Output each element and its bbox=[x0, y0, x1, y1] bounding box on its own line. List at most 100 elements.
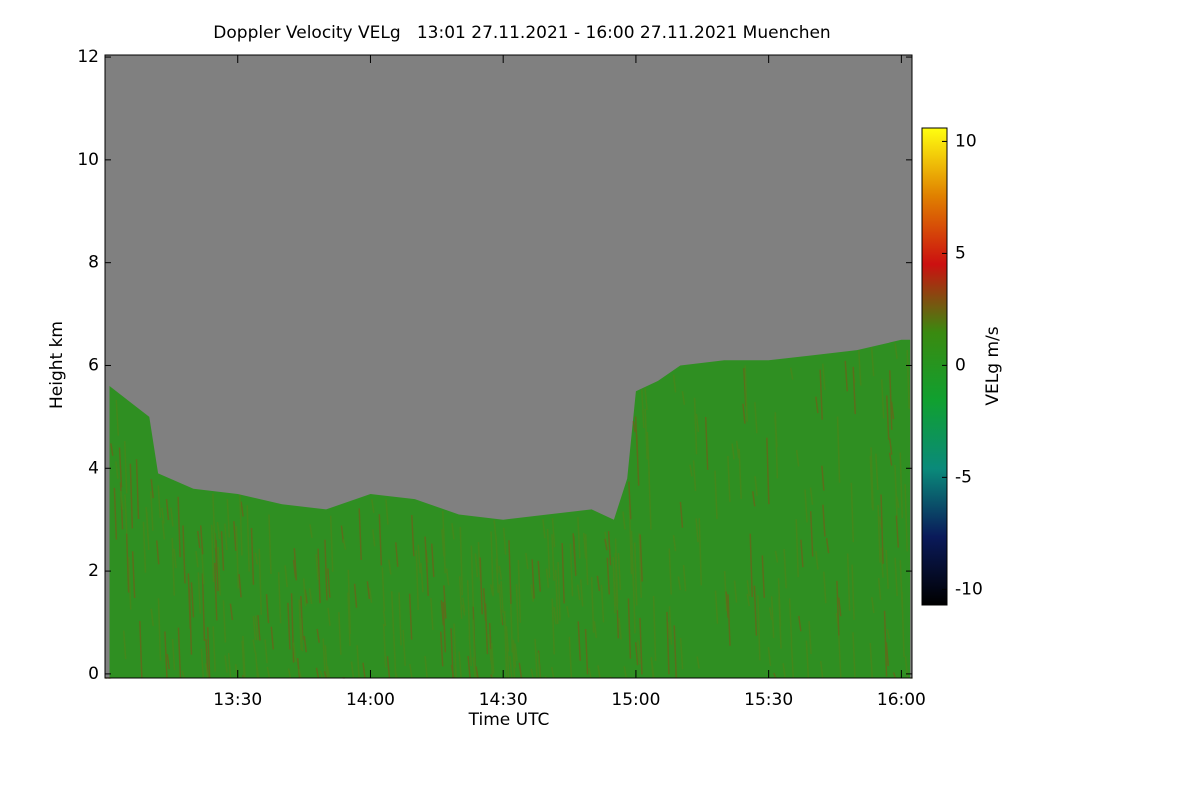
streak bbox=[210, 524, 215, 583]
streak bbox=[482, 588, 487, 621]
streak bbox=[371, 499, 375, 513]
streak bbox=[322, 638, 326, 679]
streak bbox=[596, 575, 601, 592]
echo-area bbox=[109, 339, 911, 678]
streak bbox=[576, 584, 581, 601]
streak bbox=[408, 593, 413, 640]
streak bbox=[212, 626, 216, 672]
streak bbox=[880, 494, 884, 564]
streak bbox=[904, 484, 908, 552]
streak bbox=[746, 593, 751, 607]
streak bbox=[753, 585, 758, 636]
streak bbox=[517, 559, 522, 623]
streak bbox=[607, 531, 612, 566]
colorbar-tick-label: 5 bbox=[955, 243, 966, 263]
streak bbox=[461, 597, 466, 613]
streak bbox=[566, 606, 570, 618]
streak bbox=[682, 565, 687, 592]
streak bbox=[725, 591, 729, 618]
streak bbox=[604, 531, 608, 548]
streak bbox=[453, 623, 457, 679]
streak bbox=[317, 548, 321, 604]
streak bbox=[240, 501, 244, 517]
streak bbox=[235, 526, 240, 589]
x-tick-label: 15:00 bbox=[611, 690, 660, 710]
x-tick-label: 14:00 bbox=[346, 690, 395, 710]
streak bbox=[265, 594, 270, 624]
streak bbox=[190, 582, 195, 618]
streak bbox=[388, 559, 392, 575]
streak bbox=[488, 622, 493, 665]
streak bbox=[197, 572, 202, 614]
streak bbox=[171, 538, 175, 596]
streak bbox=[588, 667, 592, 679]
streak bbox=[858, 350, 862, 386]
streak bbox=[590, 577, 595, 633]
streak bbox=[398, 592, 402, 646]
streak bbox=[238, 573, 242, 598]
streak bbox=[641, 389, 645, 429]
streak bbox=[187, 573, 192, 629]
streak bbox=[890, 401, 895, 420]
streak bbox=[885, 642, 890, 667]
streak bbox=[639, 617, 643, 675]
streak bbox=[846, 553, 851, 611]
streak bbox=[615, 577, 620, 639]
streak bbox=[892, 672, 897, 679]
streak bbox=[220, 531, 225, 571]
streak bbox=[612, 556, 616, 614]
streak bbox=[402, 629, 406, 666]
streak bbox=[698, 518, 703, 586]
streak bbox=[790, 642, 795, 679]
streak bbox=[534, 638, 538, 679]
plot-frame bbox=[104, 54, 913, 679]
streak bbox=[234, 664, 239, 679]
streak bbox=[837, 597, 842, 617]
streak bbox=[637, 640, 641, 665]
streak bbox=[885, 395, 890, 440]
streak bbox=[805, 640, 810, 679]
streak bbox=[254, 651, 259, 679]
streak bbox=[819, 369, 823, 420]
streak bbox=[199, 525, 204, 555]
streak bbox=[420, 562, 424, 593]
streak bbox=[844, 360, 849, 392]
streak bbox=[628, 481, 632, 520]
streak bbox=[458, 651, 462, 679]
streak bbox=[127, 557, 132, 610]
streak bbox=[131, 551, 136, 599]
streak bbox=[122, 630, 127, 660]
streak bbox=[870, 447, 874, 511]
streak bbox=[852, 371, 856, 384]
streak bbox=[308, 588, 313, 604]
streak bbox=[270, 626, 275, 650]
streak bbox=[326, 666, 331, 679]
streak bbox=[135, 459, 140, 520]
streak bbox=[635, 435, 640, 486]
streak bbox=[505, 625, 510, 652]
streak bbox=[224, 655, 228, 673]
streak bbox=[358, 508, 362, 560]
streak bbox=[242, 635, 246, 679]
streak bbox=[490, 674, 494, 679]
streak bbox=[652, 596, 657, 662]
streak bbox=[215, 539, 219, 592]
streak bbox=[472, 605, 476, 670]
streak bbox=[204, 663, 209, 679]
streak bbox=[757, 595, 761, 661]
streak bbox=[632, 567, 636, 634]
streak bbox=[493, 520, 497, 541]
y-tick-label: 4 bbox=[88, 458, 99, 478]
streak bbox=[287, 668, 292, 679]
streak bbox=[889, 370, 893, 430]
streak bbox=[896, 496, 900, 508]
streak bbox=[679, 637, 684, 670]
streak bbox=[508, 540, 512, 604]
streak bbox=[754, 476, 758, 496]
colorbar-tick-label: 10 bbox=[955, 131, 977, 151]
streak bbox=[161, 520, 166, 540]
streak bbox=[573, 536, 577, 576]
streak bbox=[498, 565, 503, 580]
streak bbox=[205, 639, 209, 679]
streak bbox=[451, 523, 455, 540]
